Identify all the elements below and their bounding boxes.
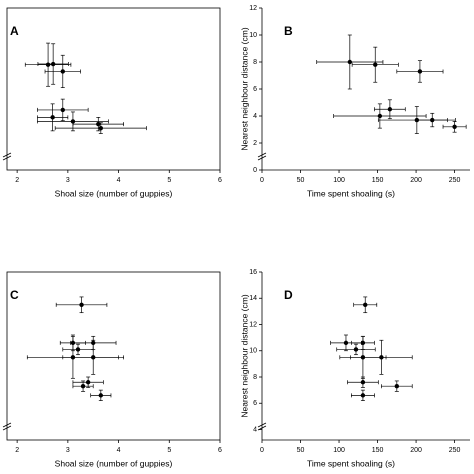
point <box>452 124 457 129</box>
y-tick-label: 6 <box>253 86 257 93</box>
point <box>98 393 104 398</box>
point <box>394 383 400 389</box>
x-tick-label: 4 <box>117 177 121 184</box>
x-tick-label: 4 <box>117 447 121 454</box>
point <box>75 347 81 352</box>
point <box>360 380 366 385</box>
axis-break <box>2 152 12 158</box>
point <box>98 125 104 131</box>
panel-label: B <box>284 24 293 38</box>
axis-break <box>2 155 12 161</box>
x-axis-label: Time spent shoaling (s) <box>307 188 395 198</box>
point <box>373 62 378 67</box>
point <box>45 62 51 67</box>
point <box>347 59 353 65</box>
y-tick-label: 2 <box>253 140 257 147</box>
x-tick-label: 150 <box>372 447 384 454</box>
x-tick-label: 250 <box>449 177 461 184</box>
axis-break <box>257 152 267 158</box>
x-tick-label: 2 <box>15 177 19 184</box>
plot-frame <box>6 271 221 441</box>
axis-break <box>2 425 12 431</box>
y-tick-label: 10 <box>249 348 257 355</box>
x-tick-label: 50 <box>297 447 305 454</box>
point <box>60 69 65 74</box>
panel-label: D <box>284 288 293 302</box>
y-tick-label: 12 <box>249 321 257 328</box>
plot-frame <box>6 7 221 171</box>
x-axis-label: Time spent shoaling (s) <box>307 458 395 468</box>
y-tick-label: 8 <box>253 59 257 66</box>
point <box>91 355 96 360</box>
x-tick-label: 6 <box>218 447 222 454</box>
x-axis-label: Shoal size (number of guppies) <box>55 188 173 198</box>
x-tick-label: 150 <box>372 177 384 184</box>
point <box>377 113 383 119</box>
y-tick-label: 10 <box>249 32 257 39</box>
point <box>50 61 56 67</box>
point <box>353 347 359 352</box>
axis-break <box>257 155 267 161</box>
x-axis-label: Shoal size (number of guppies) <box>55 458 173 468</box>
point <box>60 107 65 113</box>
y-axis-label: Nearest neighbour distance (cm) <box>239 294 249 417</box>
y-tick-label: 4 <box>253 426 257 433</box>
x-tick-label: 0 <box>260 177 264 184</box>
point <box>70 119 76 124</box>
point <box>379 355 384 360</box>
x-tick-label: 5 <box>167 177 171 184</box>
point <box>50 115 55 120</box>
axis-break <box>257 422 267 428</box>
point <box>363 302 368 308</box>
point <box>80 383 86 389</box>
y-tick-label: 12 <box>249 5 257 12</box>
x-tick-label: 5 <box>167 447 171 454</box>
point <box>360 393 366 398</box>
point <box>343 340 349 346</box>
y-tick-label: 6 <box>253 400 257 407</box>
panel-label: A <box>10 24 19 38</box>
x-tick-label: 100 <box>333 177 345 184</box>
x-tick-label: 0 <box>260 447 264 454</box>
x-tick-label: 50 <box>297 177 305 184</box>
x-tick-label: 100 <box>333 447 345 454</box>
x-tick-label: 6 <box>218 177 222 184</box>
point <box>430 117 435 123</box>
y-tick-label: 0 <box>253 167 257 174</box>
x-tick-label: 2 <box>15 447 19 454</box>
point <box>85 380 91 385</box>
x-tick-label: 200 <box>410 447 422 454</box>
axis-break <box>2 422 12 428</box>
y-tick-label: 8 <box>253 374 257 381</box>
x-tick-label: 200 <box>410 177 422 184</box>
y-axis-label: Nearest neighbour distance (cm) <box>239 27 249 150</box>
point <box>79 302 84 308</box>
y-tick-label: 16 <box>249 269 257 276</box>
y-tick-label: 4 <box>253 113 257 120</box>
y-tick-label: 14 <box>249 295 257 302</box>
point <box>417 69 423 74</box>
x-tick-label: 3 <box>66 447 70 454</box>
point <box>387 107 393 112</box>
panel-label: C <box>10 288 19 302</box>
x-tick-label: 250 <box>449 447 461 454</box>
x-tick-label: 3 <box>66 177 70 184</box>
